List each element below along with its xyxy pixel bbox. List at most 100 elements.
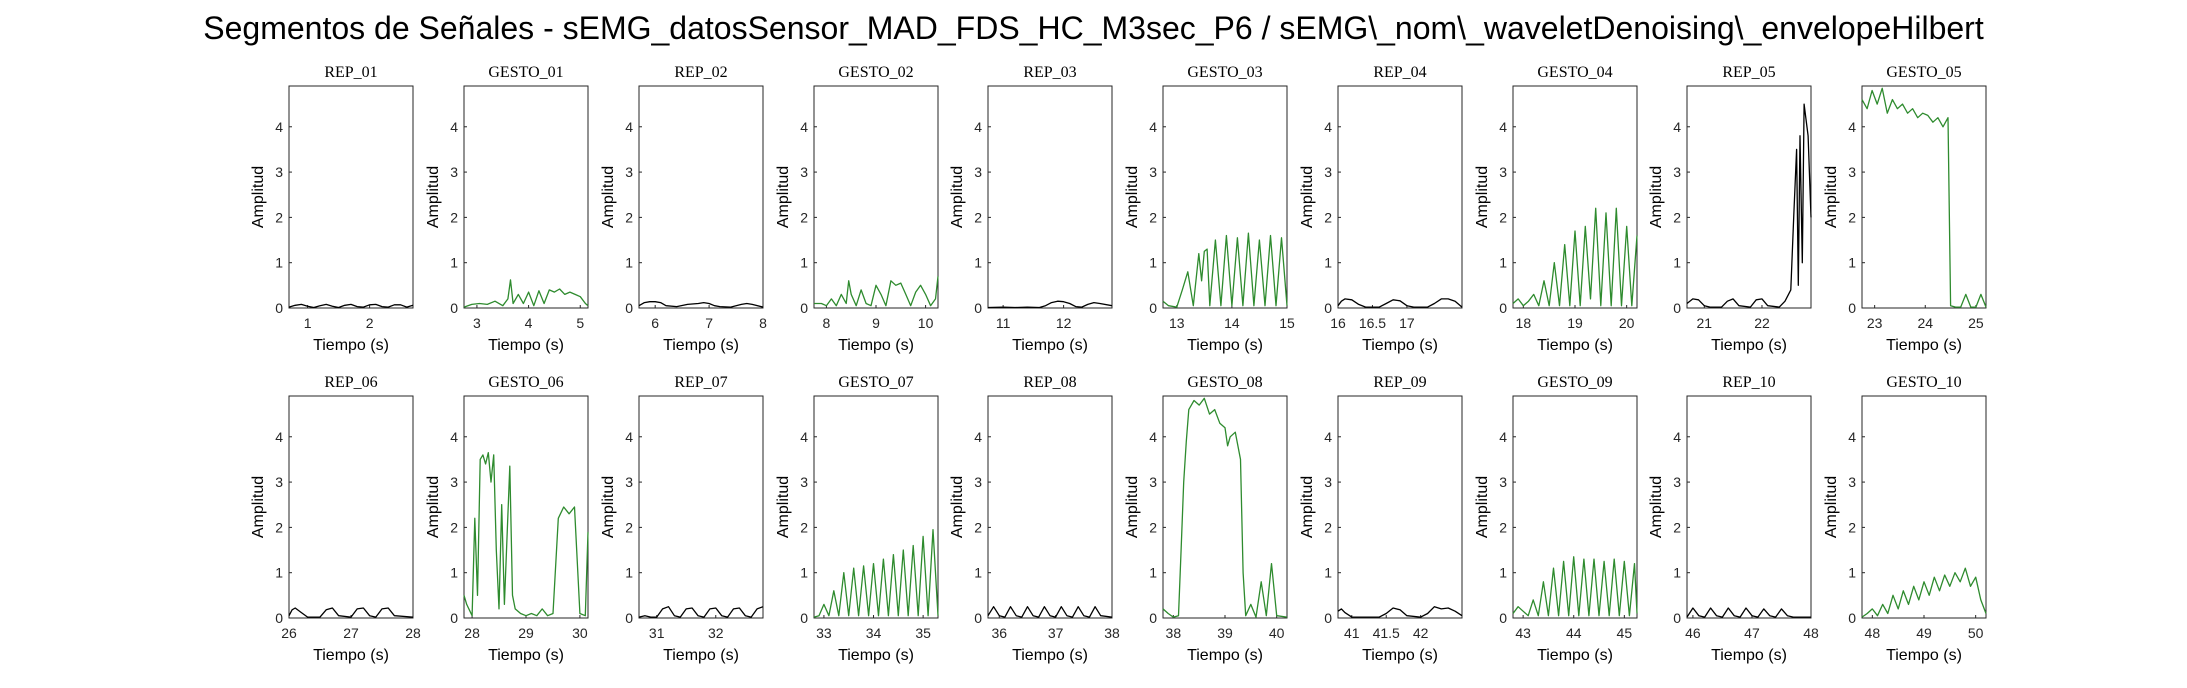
y-tick-label: 1 xyxy=(450,565,458,581)
series-line xyxy=(638,301,764,308)
y-tick-label: 2 xyxy=(800,209,808,225)
y-tick-label: 3 xyxy=(974,164,982,180)
x-tick-label: 9 xyxy=(872,315,880,331)
y-axis-label: Amplitud xyxy=(1823,166,1840,228)
y-tick-label: 0 xyxy=(625,610,633,626)
y-tick-label: 0 xyxy=(1673,300,1681,316)
subplot-title: GESTO_04 xyxy=(1537,64,1612,81)
subplot-rep-01: REP_01 0 1 2 3 4 1 2 Tiempo (s) Amplitud xyxy=(250,64,414,354)
y-tick-label: 3 xyxy=(625,474,633,490)
y-tick-label: 4 xyxy=(275,119,283,135)
y-tick-label: 4 xyxy=(1848,429,1856,445)
x-tick-label: 27 xyxy=(343,625,359,641)
x-tick-label: 21 xyxy=(1697,315,1713,331)
y-tick-label: 3 xyxy=(275,164,283,180)
y-tick-label: 1 xyxy=(800,565,808,581)
plot-area xyxy=(1337,85,1463,309)
series-line xyxy=(463,451,589,617)
plot-area xyxy=(463,395,589,619)
x-axis-label: Tiempo (s) xyxy=(1362,337,1438,354)
subplot-rep-02: REP_02 0 1 2 3 4 6 7 8 Tiempo (s) Amplitud xyxy=(600,64,767,354)
y-tick-label: 0 xyxy=(1324,300,1332,316)
y-tick-label: 4 xyxy=(800,429,808,445)
y-tick-label: 1 xyxy=(625,565,633,581)
series-line xyxy=(1686,607,1811,618)
subplot-title: REP_02 xyxy=(674,64,727,81)
plot-area xyxy=(1512,395,1638,619)
y-tick-label: 1 xyxy=(1324,255,1332,271)
y-axis-label: Amplitud xyxy=(1299,476,1316,538)
subplot-rep-07: REP_07 0 1 2 3 4 31 32 Tiempo (s) Amplitud xyxy=(600,374,764,664)
y-tick-label: 2 xyxy=(1848,519,1856,535)
y-tick-label: 0 xyxy=(450,300,458,316)
x-tick-label: 16.5 xyxy=(1359,315,1386,331)
y-tick-label: 4 xyxy=(1149,429,1157,445)
x-tick-label: 47 xyxy=(1744,625,1760,641)
y-tick-label: 0 xyxy=(450,610,458,626)
subplot-title: GESTO_06 xyxy=(488,374,563,391)
y-axis-label: Amplitud xyxy=(250,476,267,538)
subplot-title: REP_03 xyxy=(1023,64,1076,81)
y-axis-label: Amplitud xyxy=(949,476,966,538)
y-tick-label: 0 xyxy=(1499,300,1507,316)
y-tick-label: 2 xyxy=(1499,519,1507,535)
y-tick-label: 1 xyxy=(1673,255,1681,271)
subplot-title: GESTO_07 xyxy=(838,374,913,391)
y-axis-label: Amplitud xyxy=(775,166,792,228)
x-tick-label: 40 xyxy=(1269,625,1285,641)
x-tick-label: 6 xyxy=(651,315,659,331)
x-axis-label: Tiempo (s) xyxy=(313,337,389,354)
x-axis-label: Tiempo (s) xyxy=(1187,647,1263,664)
y-tick-label: 3 xyxy=(800,474,808,490)
plot-area xyxy=(987,395,1113,619)
y-tick-label: 3 xyxy=(450,164,458,180)
subplot-title: GESTO_05 xyxy=(1886,64,1961,81)
y-tick-label: 1 xyxy=(974,255,982,271)
series-line xyxy=(1337,298,1463,308)
x-tick-label: 28 xyxy=(464,625,480,641)
y-tick-label: 2 xyxy=(275,519,283,535)
series-line xyxy=(1861,567,1987,618)
subplot-title: GESTO_09 xyxy=(1537,374,1612,391)
plot-area xyxy=(1861,85,1987,309)
y-tick-label: 1 xyxy=(1499,255,1507,271)
y-tick-label: 4 xyxy=(1848,119,1856,135)
y-tick-label: 0 xyxy=(1499,610,1507,626)
y-tick-label: 2 xyxy=(1499,209,1507,225)
subplot-title: REP_05 xyxy=(1722,64,1775,81)
y-tick-label: 1 xyxy=(1673,565,1681,581)
x-tick-label: 36 xyxy=(991,625,1007,641)
x-tick-label: 42 xyxy=(1413,625,1429,641)
plot-area xyxy=(1512,85,1638,309)
y-axis-label: Amplitud xyxy=(1124,166,1141,228)
y-axis-label: Amplitud xyxy=(1299,166,1316,228)
x-axis-label: Tiempo (s) xyxy=(663,647,739,664)
y-tick-label: 2 xyxy=(1149,209,1157,225)
y-tick-label: 1 xyxy=(450,255,458,271)
y-tick-label: 1 xyxy=(1324,565,1332,581)
plot-area xyxy=(1162,85,1288,309)
x-tick-label: 25 xyxy=(1968,315,1984,331)
y-tick-label: 4 xyxy=(1324,429,1332,445)
subplot-rep-09: REP_09 0 1 2 3 4 41 41.5 42 Tiempo (s) Amplitud xyxy=(1299,374,1463,664)
y-tick-label: 3 xyxy=(1149,164,1157,180)
x-tick-label: 32 xyxy=(708,625,724,641)
subplot-title: GESTO_08 xyxy=(1187,374,1262,391)
y-tick-label: 4 xyxy=(275,429,283,445)
y-tick-label: 3 xyxy=(1324,164,1332,180)
x-tick-label: 50 xyxy=(1968,625,1984,641)
y-tick-label: 3 xyxy=(1499,474,1507,490)
y-tick-label: 3 xyxy=(1324,474,1332,490)
x-tick-label: 2 xyxy=(366,315,374,331)
plot-area xyxy=(1337,395,1463,619)
series-line xyxy=(1162,232,1288,308)
subplot-title: REP_09 xyxy=(1373,374,1426,391)
series-line xyxy=(1861,87,1987,308)
y-tick-label: 3 xyxy=(275,474,283,490)
x-tick-label: 18 xyxy=(1516,315,1532,331)
x-tick-label: 1 xyxy=(304,315,312,331)
x-axis-label: Tiempo (s) xyxy=(1362,647,1438,664)
x-tick-label: 11 xyxy=(996,315,1011,331)
series-line xyxy=(288,303,414,309)
y-tick-label: 3 xyxy=(1499,164,1507,180)
